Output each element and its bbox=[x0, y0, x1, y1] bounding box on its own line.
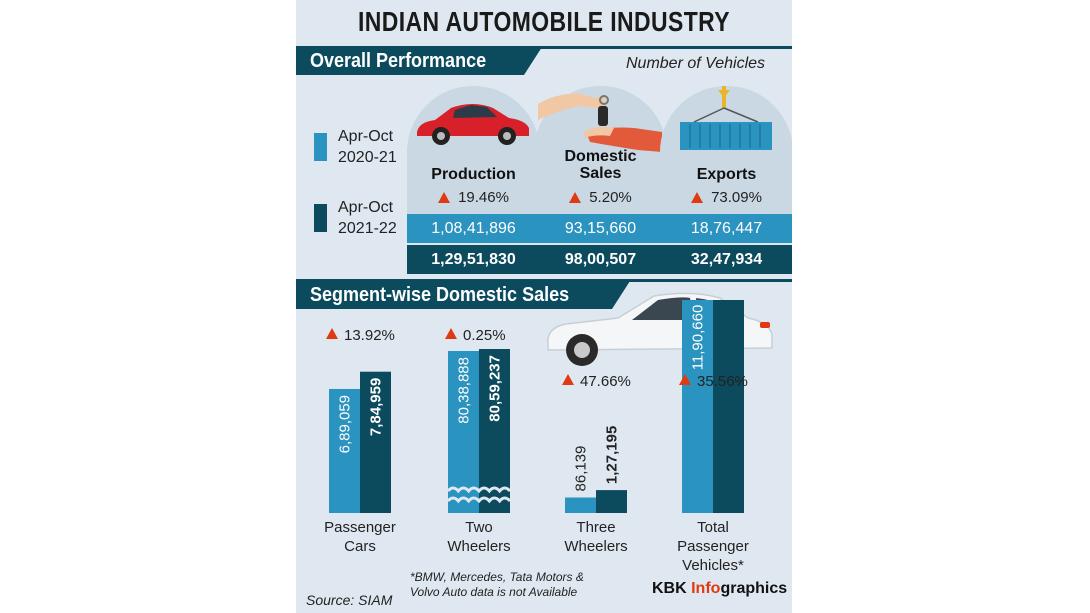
shipping-container-crane-icon bbox=[680, 86, 772, 150]
bar-value-label: 7,84,959 bbox=[368, 378, 385, 436]
bar-value-label: 80,59,237 bbox=[487, 355, 504, 422]
change-percent: 19.46% bbox=[407, 189, 540, 206]
bar-2021-22-3 bbox=[713, 300, 744, 513]
segment-change-percent: 35.56% bbox=[697, 373, 748, 390]
value-2020-21: 1,08,41,896 bbox=[407, 214, 540, 243]
section-divider bbox=[296, 279, 792, 282]
units-label: Number of Vehicles bbox=[626, 55, 766, 72]
value-2020-21: 18,76,447 bbox=[660, 214, 792, 243]
overall-performance-header: Overall Performance bbox=[296, 47, 542, 75]
overall-column-production: Production 19.46% 1,08,41,896 1,29,51,83… bbox=[407, 86, 540, 274]
legend-label-2020-21: Apr-Oct 2020-21 bbox=[338, 128, 397, 166]
credit-label: KBK Infographics bbox=[652, 580, 788, 597]
segment-change-percent: 13.92% bbox=[344, 327, 395, 344]
bar-2020-21-2 bbox=[565, 497, 596, 513]
value-2020-21: 93,15,660 bbox=[534, 214, 667, 243]
increase-triangle-icon bbox=[679, 374, 691, 385]
bar-2021-22-1 bbox=[479, 349, 510, 513]
increase-triangle-icon bbox=[445, 328, 457, 339]
value-2021-22: 1,29,51,830 bbox=[407, 245, 540, 274]
column-name: Exports bbox=[696, 166, 757, 183]
bar-value-label: 86,139 bbox=[573, 446, 590, 492]
car-key-handover-icon bbox=[538, 93, 662, 152]
overall-column-domestic-sales: Domestic Sales 5.20% 93,15,660 98,00,507 bbox=[534, 86, 667, 274]
bar-value-label: 1,27,195 bbox=[604, 426, 621, 484]
change-percent: 73.09% bbox=[660, 189, 792, 206]
bar-2020-21-1 bbox=[448, 351, 479, 513]
segment-change-percent: 47.66% bbox=[580, 373, 631, 390]
segment-bar-chart: 6,89,059 7,84,959 13.92% Passenger Cars 80,38… bbox=[324, 300, 749, 570]
sports-car-icon bbox=[417, 104, 529, 145]
bar-value-label: 6,89,059 bbox=[337, 395, 354, 453]
footnote: *BMW, Mercedes, Tata Motors & Volvo Auto … bbox=[410, 570, 584, 599]
section-divider bbox=[296, 46, 792, 49]
bar-2020-21-3 bbox=[682, 300, 713, 513]
source-label: Source: SIAM bbox=[306, 592, 393, 608]
increase-triangle-icon bbox=[691, 192, 704, 203]
legend-label-2021-22: Apr-Oct 2021-22 bbox=[338, 199, 397, 237]
value-2021-22: 98,00,507 bbox=[534, 245, 667, 274]
segment-header: Segment-wise Domestic Sales bbox=[296, 281, 630, 309]
legend-swatch-2021-22 bbox=[314, 204, 327, 232]
increase-triangle-icon bbox=[438, 192, 451, 203]
legend-swatch-2020-21 bbox=[314, 133, 327, 161]
infographic-card: INDIAN AUTOMOBILE INDUSTRY Overall Perfo… bbox=[296, 0, 792, 613]
page-title: INDIAN AUTOMOBILE INDUSTRY bbox=[357, 6, 731, 37]
segment-change-percent: 0.25% bbox=[463, 327, 506, 344]
column-name: Production bbox=[431, 166, 516, 183]
bar-value-label: 80,38,888 bbox=[456, 357, 473, 424]
overall-column-exports: Exports 73.09% 18,76,447 32,47,934 bbox=[660, 86, 792, 274]
column-name: Domestic Sales bbox=[564, 148, 637, 182]
category-label: Three Wheelers bbox=[564, 519, 627, 555]
bar-2020-21-0 bbox=[329, 388, 360, 513]
category-label: Two Wheelers bbox=[447, 519, 510, 555]
increase-triangle-icon bbox=[569, 192, 582, 203]
overall-performance-header-text: Overall Performance bbox=[310, 50, 487, 72]
bar-2021-22-2 bbox=[596, 490, 627, 513]
axis-break-mark bbox=[446, 496, 512, 504]
increase-triangle-icon bbox=[562, 374, 574, 385]
change-percent: 5.20% bbox=[534, 189, 667, 206]
segment-header-text: Segment-wise Domestic Sales bbox=[310, 284, 570, 306]
bar-value-label: 11,90,660 bbox=[690, 305, 707, 371]
category-label: Total Passenger Vehicles* bbox=[677, 519, 749, 570]
value-2021-22: 32,47,934 bbox=[660, 245, 792, 274]
bar-2021-22-0 bbox=[360, 371, 391, 513]
axis-break-mark bbox=[446, 486, 512, 494]
category-label: Passenger Cars bbox=[324, 519, 396, 555]
increase-triangle-icon bbox=[326, 328, 338, 339]
